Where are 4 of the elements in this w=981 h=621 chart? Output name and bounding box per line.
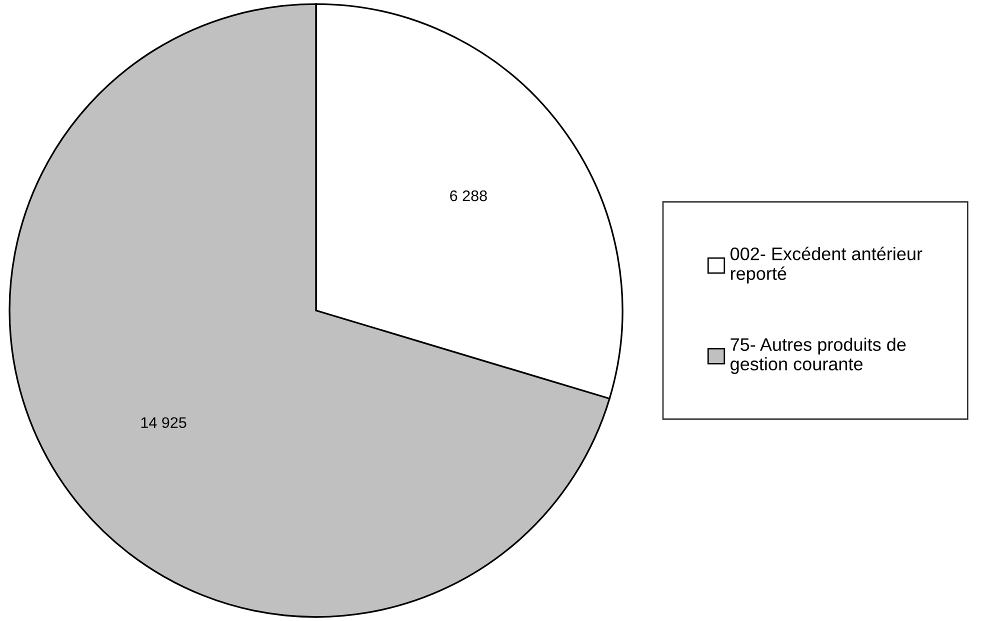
data-label: 6 288 <box>450 190 487 202</box>
data-label: 14 925 <box>141 417 186 428</box>
legend-label: 75- Autres produits de gestion courante <box>730 338 906 374</box>
legend-label: 002- Excédent antérieur reporté <box>730 246 922 284</box>
